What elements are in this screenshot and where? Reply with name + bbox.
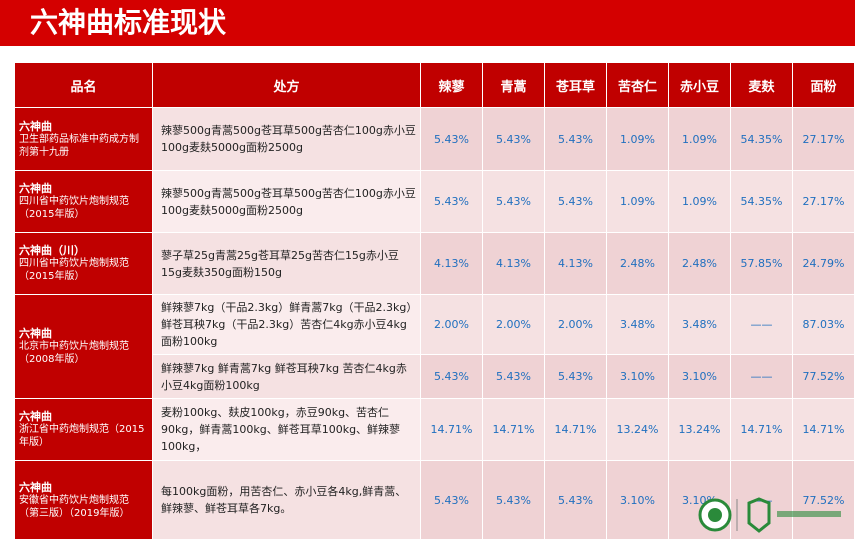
name-cell: 六神曲 浙江省中药炮制规范（2015年版） xyxy=(14,398,153,461)
ratio: 24.79% xyxy=(792,232,855,295)
ratio: 54.35% xyxy=(730,170,793,233)
ratio: 5.43% xyxy=(482,170,545,233)
source: 四川省中药饮片炮制规范（2015年版） xyxy=(19,196,129,220)
table-row: 六神曲 卫生部药品标准中药成方制剂第十九册 辣蓼500g青蒿500g苍耳草500g苦… xyxy=(14,107,855,171)
name-cell: 六神曲 四川省中药饮片炮制规范（2015年版） xyxy=(14,170,153,233)
table-row: 鲜辣蓼7kg 鲜青蒿7kg 鲜苍耳秧7kg 苦杏仁4kg赤小豆4kg面粉100k… xyxy=(15,354,855,399)
name: 六神曲 xyxy=(19,182,52,195)
ratio: 5.43% xyxy=(482,354,545,399)
ratio: 13.24% xyxy=(606,398,669,461)
ratio: 5.43% xyxy=(544,460,607,540)
name: 六神曲（川） xyxy=(19,244,85,257)
ratio: 1.09% xyxy=(606,107,669,171)
ratio: 77.52% xyxy=(792,354,855,399)
name-cell: 六神曲（川） 四川省中药饮片炮制规范（2015年版） xyxy=(14,232,153,295)
ratio: 3.10% xyxy=(606,460,669,540)
header-cell: 苦杏仁 xyxy=(606,62,669,108)
ratio: 5.43% xyxy=(544,170,607,233)
name-cell: 六神曲 北京市中药饮片炮制规范（2008年版） xyxy=(14,294,153,399)
ratio: 13.24% xyxy=(668,398,731,461)
name-cell: 六神曲 安徽省中药饮片炮制规范（第三版）（2019年版） xyxy=(14,460,153,540)
ratio: 57.85% xyxy=(730,232,793,295)
ratio: 3.48% xyxy=(606,294,669,355)
ratio: 27.17% xyxy=(792,107,855,171)
recipe: 麦粉100kg、麸皮100kg，赤豆90kg、苦杏仁90kg，鲜青蒿100kg、… xyxy=(152,398,421,461)
source: 四川省中药饮片炮制规范（2015年版） xyxy=(19,258,129,282)
recipe: 蓼子草25g青蒿25g苍耳草25g苦杏仁15g赤小豆15g麦麸350g面粉150… xyxy=(152,232,421,295)
ratio: 5.43% xyxy=(420,460,483,540)
logo xyxy=(698,497,841,533)
ratio: 14.71% xyxy=(730,398,793,461)
ratio: 1.09% xyxy=(606,170,669,233)
title-bar xyxy=(0,0,855,46)
source: 安徽省中药饮片炮制规范（第三版）（2019年版） xyxy=(19,494,130,519)
source: 北京市中药饮片炮制规范（2008年版） xyxy=(19,341,129,365)
ratio: 2.00% xyxy=(544,294,607,355)
ratio: 3.10% xyxy=(668,354,731,399)
ratio: 4.13% xyxy=(420,232,483,295)
recipe: 辣蓼500g青蒿500g苍耳草500g苦杏仁100g赤小豆100g麦麸5000g… xyxy=(152,170,421,233)
ratio: 1.09% xyxy=(668,170,731,233)
header-cell: 青蒿 xyxy=(482,62,545,108)
header-cell: 苍耳草 xyxy=(544,62,607,108)
source: 卫生部药品标准中药成方制剂第十九册 xyxy=(19,133,139,158)
ratio: 2.48% xyxy=(606,232,669,295)
ratio: 14.71% xyxy=(420,398,483,461)
header-cell: 品名 xyxy=(14,62,153,108)
table-row: 六神曲 北京市中药饮片炮制规范（2008年版） 鲜辣蓼7kg（干品2.3kg）鲜青蒿… xyxy=(14,294,855,399)
ratio: 14.71% xyxy=(792,398,855,461)
name: 六神曲 xyxy=(19,480,52,494)
ratio: 2.48% xyxy=(668,232,731,295)
header-row: 品名 处方 辣蓼 青蒿 苍耳草 苦杏仁 赤小豆 麦麸 面粉 xyxy=(14,62,855,108)
header-cell: 辣蓼 xyxy=(420,62,483,108)
ratio: 2.00% xyxy=(420,294,483,355)
ratio: 3.10% xyxy=(606,354,669,399)
ratio: 54.35% xyxy=(730,107,793,171)
ratio: —— xyxy=(730,354,793,399)
standards-table: 品名 处方 辣蓼 青蒿 苍耳草 苦杏仁 赤小豆 麦麸 面粉 六神曲 卫生部药品标准中药成方制剂第十… xyxy=(14,62,855,540)
ratio: 5.43% xyxy=(482,107,545,171)
recipe: 鲜辣蓼7kg（干品2.3kg）鲜青蒿7kg（干品2.3kg）鲜苍耳秧7kg（干品… xyxy=(152,294,421,355)
name: 六神曲 xyxy=(19,327,52,340)
name-cell: 六神曲 卫生部药品标准中药成方制剂第十九册 xyxy=(14,107,153,171)
ratio: 5.43% xyxy=(420,354,483,399)
ratio: 14.71% xyxy=(544,398,607,461)
table-row: 六神曲 四川省中药饮片炮制规范（2015年版） 辣蓼500g青蒿500g苍耳草500… xyxy=(14,170,855,233)
header-cell: 面粉 xyxy=(792,62,855,108)
name: 六神曲 xyxy=(19,119,52,133)
ratio: 3.48% xyxy=(668,294,731,355)
table-row: 六神曲（川） 四川省中药饮片炮制规范（2015年版） 蓼子草25g青蒿25g苍耳草2… xyxy=(14,232,855,295)
ratio: 1.09% xyxy=(668,107,731,171)
ratio: 5.43% xyxy=(420,170,483,233)
ratio: 5.43% xyxy=(420,107,483,171)
ratio: 5.43% xyxy=(544,107,607,171)
ratio: 87.03% xyxy=(792,294,855,355)
ratio: 4.13% xyxy=(544,232,607,295)
ratio: 14.71% xyxy=(482,398,545,461)
ratio: 5.43% xyxy=(482,460,545,540)
ratio: 5.43% xyxy=(544,354,607,399)
table-row: 六神曲 浙江省中药炮制规范（2015年版） 麦粉100kg、麸皮100kg，赤豆90… xyxy=(14,398,855,461)
recipe: 鲜辣蓼7kg 鲜青蒿7kg 鲜苍耳秧7kg 苦杏仁4kg赤小豆4kg面粉100k… xyxy=(152,354,421,399)
name: 六神曲 xyxy=(19,410,52,423)
ratio: 77.52% xyxy=(792,460,855,540)
header-cell: 赤小豆 xyxy=(668,62,731,108)
ratio: —— xyxy=(730,294,793,355)
recipe: 每100kg面粉，用苦杏仁、赤小豆各4kg,鲜青蒿、鲜辣蓼、鲜苍耳草各7kg。 xyxy=(152,460,421,540)
ratio: 2.00% xyxy=(482,294,545,355)
header-cell: 麦麸 xyxy=(730,62,793,108)
ratio: 4.13% xyxy=(482,232,545,295)
source: 浙江省中药炮制规范（2015年版） xyxy=(19,424,145,448)
header-cell: 处方 xyxy=(152,62,421,108)
recipe: 辣蓼500g青蒿500g苍耳草500g苦杏仁100g赤小豆100g麦麸5000g… xyxy=(152,107,421,171)
page-title: 六神曲标准现状 xyxy=(30,6,227,39)
ratio: 27.17% xyxy=(792,170,855,233)
